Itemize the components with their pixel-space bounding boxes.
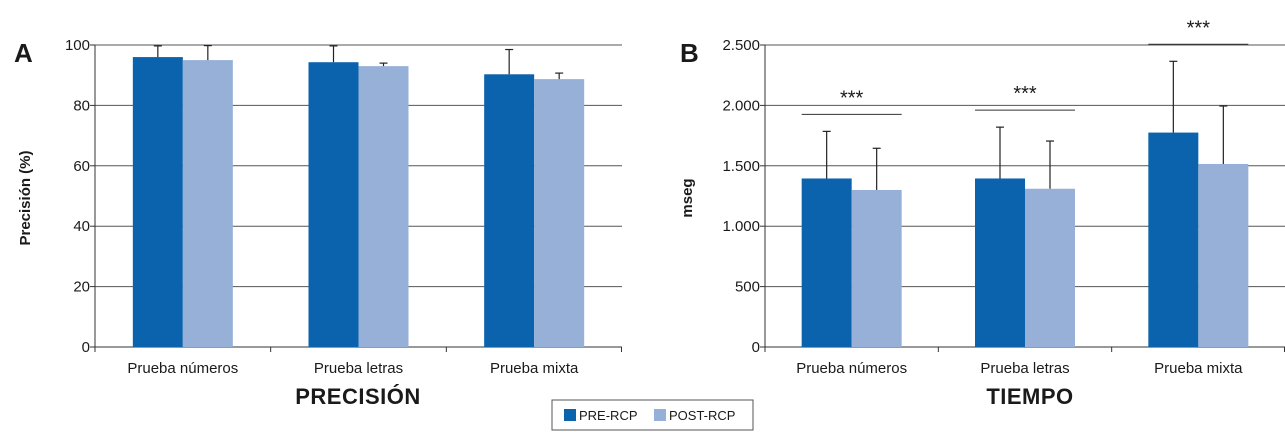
panel-b-y-tick-label: 1.000 [722, 218, 760, 235]
legend-label-pre-rcp: PRE-RCP [579, 408, 638, 423]
panel-b-x-axis-title: TIEMPO [986, 384, 1073, 409]
panel-a-bar-post-rcp-prueba-mixta [534, 79, 585, 347]
panel-a-y-axis-label: Precisión (%) [17, 150, 34, 245]
panel-b-significance-marker: *** [1187, 17, 1211, 39]
panel-b-y-tick-label: 0 [752, 339, 760, 356]
panel-b-significance-marker: *** [840, 87, 864, 109]
panel-a-precision-chart: A Precisión (%) PRECISIÓN 0 20 40 60 80 100 Pr… [14, 37, 622, 409]
panel-a-y-tick-label: 0 [82, 339, 90, 356]
panel-b-y-tick-label: 2.000 [722, 97, 760, 114]
panel-b-y-tick-label: 500 [735, 279, 760, 296]
panel-a-y-tick-label: 100 [65, 37, 90, 54]
legend: PRE-RCP POST-RCP [551, 399, 754, 431]
panel-b-x-tick-label-prueba-mixta: Prueba mixta [1154, 360, 1243, 377]
panel-a-bar-pre-rcp-prueba-mixta [484, 74, 535, 347]
panel-a-x-axis-title: PRECISIÓN [295, 384, 421, 409]
panel-a-bar-post-rcp-prueba-letras [358, 66, 409, 347]
legend-frame [551, 399, 754, 431]
legend-label-post-rcp: POST-RCP [669, 408, 735, 423]
panel-b-y-tick-label: 2.500 [722, 37, 760, 54]
panel-b-y-axis-label: mseg [679, 178, 696, 217]
panel-a-y-tick-label: 60 [73, 158, 90, 175]
panel-a-x-tick-label-prueba-mixta: Prueba mixta [490, 360, 579, 377]
panel-b-y-tick-label: 1.500 [722, 158, 760, 175]
panel-a-y-tick-label: 20 [73, 279, 90, 296]
panel-a-y-tick-label: 40 [73, 218, 90, 235]
panel-b-bar-pre-rcp-prueba-numeros [801, 178, 852, 347]
panel-a-bar-pre-rcp-prueba-numeros [132, 57, 183, 348]
panel-a-bar-post-rcp-prueba-numeros [182, 60, 233, 347]
panel-b-bar-post-rcp-prueba-mixta [1198, 163, 1249, 347]
panel-a-x-tick-label-prueba-letras: Prueba letras [314, 360, 403, 377]
panel-b-bar-post-rcp-prueba-numeros [851, 189, 902, 347]
panel-a-letter: A [14, 38, 33, 68]
panel-a-x-tick-label-prueba-numeros: Prueba números [127, 360, 238, 377]
panel-b-bar-pre-rcp-prueba-letras [975, 178, 1025, 347]
panel-b-x-tick-label-prueba-numeros: Prueba números [796, 360, 907, 377]
panel-b-tiempo-chart: B mseg TIEMPO 0 500 1.000 1.500 2.000 2.500 Pr… [679, 17, 1285, 409]
panel-b-x-tick-label-prueba-letras: Prueba letras [980, 360, 1069, 377]
legend-swatch-pre-rcp [564, 409, 576, 421]
panel-b-significance-marker: *** [1013, 83, 1037, 105]
panel-a-bar-pre-rcp-prueba-letras [308, 62, 359, 348]
panel-a-y-tick-label: 80 [73, 97, 90, 114]
panel-b-bar-post-rcp-prueba-letras [1025, 188, 1075, 347]
panel-b-letter: B [680, 38, 699, 68]
legend-swatch-post-rcp [654, 409, 666, 421]
panel-b-bar-pre-rcp-prueba-mixta [1148, 132, 1199, 347]
